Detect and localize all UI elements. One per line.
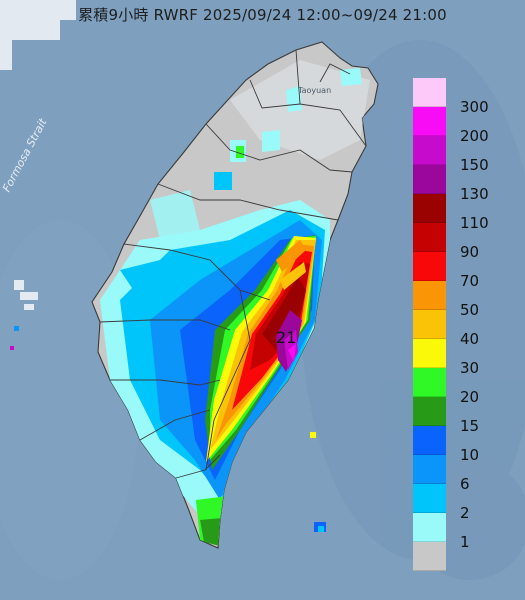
legend-label: 70 bbox=[460, 272, 480, 290]
legend-swatch bbox=[413, 484, 446, 513]
legend-label: 10 bbox=[460, 446, 480, 464]
legend-label: 40 bbox=[460, 330, 480, 348]
legend-label: 300 bbox=[460, 98, 489, 116]
legend-swatch bbox=[413, 513, 446, 542]
legend-swatch bbox=[413, 223, 446, 252]
legend-swatch bbox=[413, 368, 446, 397]
legend-swatch bbox=[413, 136, 446, 165]
coastline-clouds bbox=[0, 0, 76, 310]
legend-label: 110 bbox=[460, 214, 489, 232]
legend-swatch bbox=[413, 310, 446, 339]
legend-swatch bbox=[413, 107, 446, 136]
peak-value-label: 21 bbox=[276, 328, 297, 347]
legend-swatch bbox=[413, 194, 446, 223]
legend-label: 30 bbox=[460, 359, 480, 377]
legend-swatch bbox=[413, 165, 446, 194]
legend-label: 130 bbox=[460, 185, 489, 203]
rainfall-legend: 300 200 150 130 110 90 70 50 40 30 20 15 10 6 2 1 bbox=[413, 78, 519, 571]
legend-swatch bbox=[413, 78, 446, 107]
legend-swatch bbox=[413, 281, 446, 310]
legend-label: 50 bbox=[460, 301, 480, 319]
legend-label: 1 bbox=[460, 533, 470, 551]
legend-swatch bbox=[413, 426, 446, 455]
legend-label: 200 bbox=[460, 127, 489, 145]
legend-label: 6 bbox=[460, 475, 470, 493]
legend-swatch bbox=[413, 397, 446, 426]
legend-swatch bbox=[413, 252, 446, 281]
legend-label: 150 bbox=[460, 156, 489, 174]
legend-swatch bbox=[413, 542, 446, 571]
offshore-marks bbox=[10, 326, 326, 532]
legend-label: 90 bbox=[460, 243, 480, 261]
place-label-taoyuan: Taoyuan bbox=[298, 86, 332, 95]
map-title: 累積9小時 RWRF 2025/09/24 12:00~09/24 21:00 bbox=[78, 6, 447, 24]
county-boundaries bbox=[99, 49, 367, 479]
legend-label: 15 bbox=[460, 417, 480, 435]
legend-label: 2 bbox=[460, 504, 470, 522]
legend-label: 20 bbox=[460, 388, 480, 406]
legend-swatch bbox=[413, 455, 446, 484]
legend-swatch bbox=[413, 339, 446, 368]
rainfall-layer bbox=[100, 60, 370, 548]
